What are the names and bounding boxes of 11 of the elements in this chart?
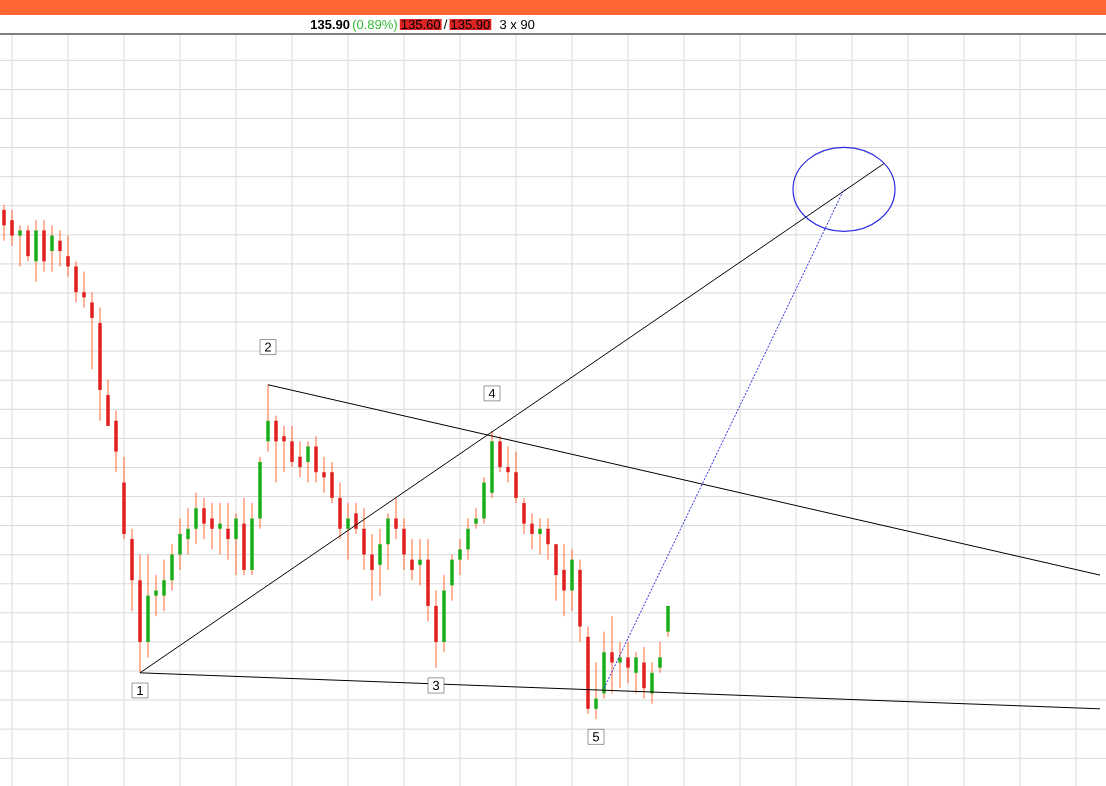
annotation: 1 — [137, 686, 143, 695]
annotation: 3 — [432, 680, 440, 691]
text: 135.90 — [451, 19, 490, 30]
annotation: 5 — [592, 732, 600, 742]
text: (0.89%) — [352, 19, 397, 32]
annotation: 4 — [488, 388, 496, 398]
text: / — [443, 19, 448, 30]
annotation: 2 — [265, 342, 271, 352]
text: 135.60 — [401, 19, 441, 30]
text: 3 x 90 — [499, 19, 535, 30]
text: 135.90 — [311, 19, 350, 30]
